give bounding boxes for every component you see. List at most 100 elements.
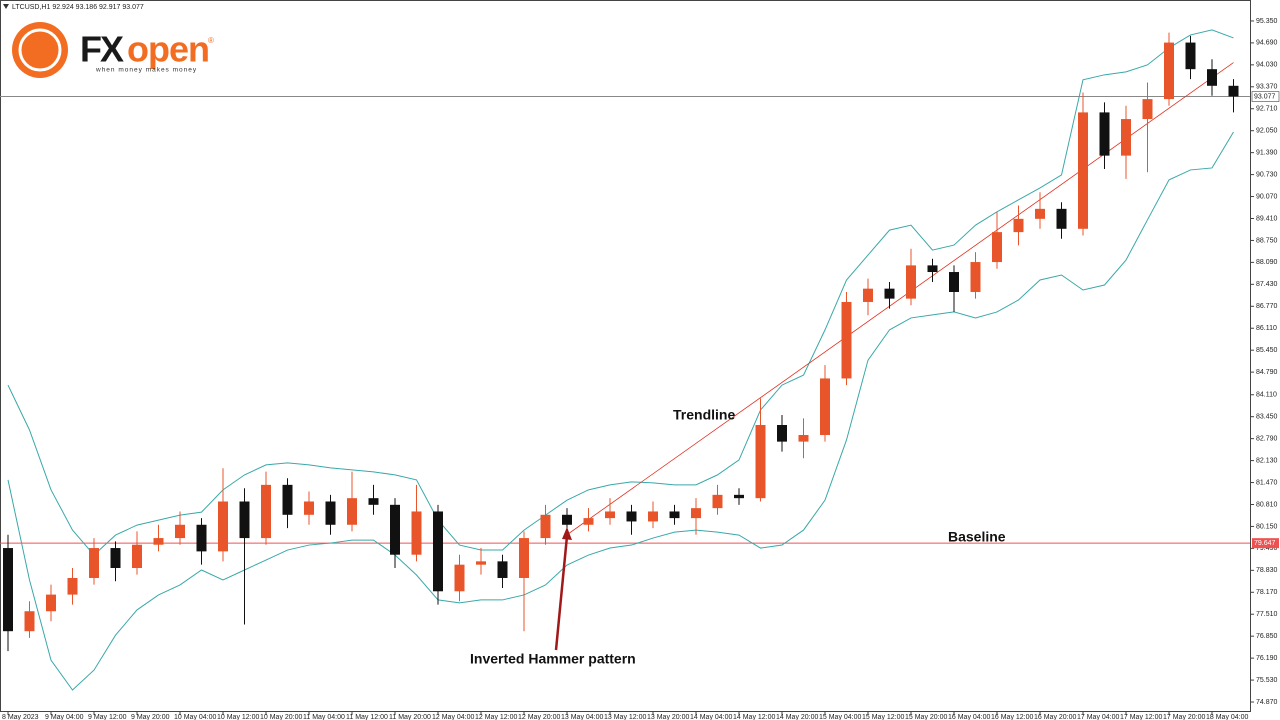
candle-body — [476, 561, 486, 565]
candle-body — [949, 272, 959, 292]
candle-body — [368, 498, 379, 505]
annotation-label: Inverted Hammer pattern — [470, 651, 636, 667]
y-tick-label: 88.090 — [1256, 259, 1278, 266]
candle-body — [24, 611, 35, 632]
y-tick-label: 78.830 — [1256, 567, 1278, 574]
baseline-value: 79.647 — [1254, 540, 1276, 547]
baseline-label: Baseline — [948, 529, 1006, 545]
candle-body — [1142, 99, 1153, 120]
candle-body — [540, 514, 551, 539]
x-tick-label: 15 May 04:00 — [819, 714, 862, 720]
current-price-value: 93.077 — [1254, 93, 1276, 100]
candle-body — [1099, 112, 1110, 156]
x-tick-label: 16 May 20:00 — [1034, 714, 1077, 720]
logo-icon-ring — [18, 28, 62, 72]
plot-frame — [0, 0, 1251, 712]
x-tick-label: 9 May 04:00 — [45, 714, 84, 720]
x-tick-label: 17 May 12:00 — [1120, 714, 1163, 720]
x-tick-label: 16 May 12:00 — [991, 714, 1034, 720]
logo-tagline: when money makes money — [95, 67, 197, 74]
x-tick-label: 12 May 20:00 — [518, 714, 561, 720]
y-tick-label: 93.370 — [1256, 84, 1278, 91]
candle-body — [1164, 42, 1174, 100]
candle-body — [1056, 208, 1067, 229]
y-tick-label: 76.190 — [1256, 655, 1278, 662]
candle-body — [282, 484, 293, 515]
candle-body — [777, 425, 787, 442]
x-tick-label: 12 May 04:00 — [432, 714, 475, 720]
y-tick-label: 77.510 — [1256, 611, 1278, 618]
x-tick-label: 13 May 04:00 — [561, 714, 604, 720]
y-tick-label: 75.530 — [1256, 677, 1278, 684]
candle-body — [927, 265, 938, 273]
candle-body — [218, 501, 228, 552]
candle-body — [1035, 208, 1045, 219]
candle-body — [67, 577, 78, 595]
candle-body — [1185, 42, 1196, 70]
x-tick-label: 17 May 04:00 — [1077, 714, 1120, 720]
candle-body — [132, 544, 142, 569]
x-tick-label: 11 May 20:00 — [389, 714, 431, 720]
y-tick-label: 89.410 — [1256, 215, 1278, 222]
y-tick-label: 84.110 — [1256, 392, 1277, 399]
x-tick-label: 14 May 20:00 — [776, 714, 819, 720]
candle-body — [755, 425, 766, 499]
candle-body — [1078, 112, 1088, 229]
candle-body — [261, 484, 271, 539]
y-tick-label: 78.170 — [1256, 589, 1278, 596]
y-tick-label: 94.690 — [1256, 40, 1278, 47]
candle-body — [433, 511, 443, 592]
y-tick-label: 90.070 — [1256, 193, 1278, 200]
logo: FX open ® when money makes money — [12, 22, 214, 78]
candle-body — [1228, 85, 1239, 97]
candle-body — [347, 498, 357, 525]
y-tick-label: 80.810 — [1256, 501, 1278, 508]
y-tick-label: 92.710 — [1256, 106, 1278, 113]
candle-body — [691, 508, 701, 519]
annotation-arrow — [554, 535, 569, 651]
candle-body — [390, 504, 400, 555]
x-tick-label: 10 May 20:00 — [260, 714, 303, 720]
y-tick-label: 86.110 — [1256, 325, 1277, 332]
menu-icon — [3, 4, 9, 9]
candle-body — [820, 378, 830, 435]
x-tick-label: 10 May 12:00 — [217, 714, 260, 720]
candle-body — [497, 561, 508, 578]
logo-mark: ® — [208, 36, 214, 45]
logo-open: open — [127, 29, 209, 70]
y-tick-label: 90.730 — [1256, 171, 1278, 178]
candle-body — [992, 232, 1002, 263]
y-tick-label: 82.130 — [1256, 457, 1278, 464]
candle-body — [110, 548, 121, 569]
annotation-arrowhead — [562, 527, 572, 540]
candle-body — [3, 548, 13, 632]
x-tick-label: 18 May 04:00 — [1206, 714, 1249, 720]
x-tick-label: 16 May 04:00 — [948, 714, 991, 720]
candle-body — [239, 501, 250, 539]
candle-body — [325, 501, 336, 525]
candle-body — [970, 262, 981, 292]
logo-fx: FX — [80, 29, 124, 70]
candle-body — [46, 594, 56, 612]
x-tick-label: 15 May 20:00 — [905, 714, 948, 720]
candle-body — [583, 518, 594, 525]
y-tick-label: 91.390 — [1256, 149, 1278, 156]
x-tick-label: 17 May 20:00 — [1163, 714, 1206, 720]
y-tick-label: 87.430 — [1256, 281, 1278, 288]
y-tick-label: 92.050 — [1256, 128, 1278, 135]
candle-body — [863, 288, 873, 302]
x-tick-label: 8 May 2023 — [2, 714, 39, 720]
x-tick-label: 10 May 04:00 — [174, 714, 217, 720]
y-tick-label: 88.750 — [1256, 237, 1278, 244]
candle-body — [196, 524, 207, 552]
baseline-tag — [1252, 538, 1279, 549]
x-tick-label: 13 May 12:00 — [604, 714, 647, 720]
trendline-label: Trendline — [673, 407, 735, 423]
plot: 95.350 94.690 94.030 93.370 92.710 92.050 91.3… — [0, 18, 1280, 720]
candle-body — [562, 514, 572, 525]
candle-body — [605, 511, 615, 519]
y-tick-label: 84.790 — [1256, 369, 1278, 376]
y-tick-label: 79.490 — [1256, 545, 1278, 552]
y-tick-label: 95.350 — [1256, 18, 1278, 25]
